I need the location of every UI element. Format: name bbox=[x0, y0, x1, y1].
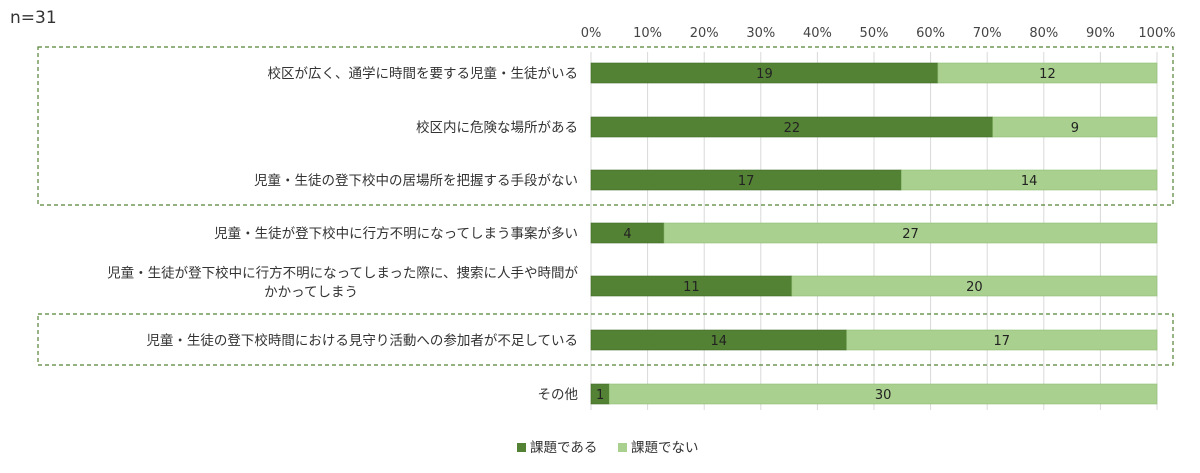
bar-segment bbox=[846, 329, 1158, 351]
bar-segment bbox=[608, 383, 1158, 405]
category-label: 児童・生徒の登下校中の居場所を把握する手段がない bbox=[254, 172, 578, 189]
legend-label: 課題でない bbox=[631, 440, 699, 456]
x-tick-label: 10% bbox=[633, 26, 662, 41]
category-label: 児童・生徒の登下校時間における見守り活動への参加者が不足している bbox=[146, 332, 578, 349]
category-label-line: かかってしまう bbox=[264, 285, 358, 301]
data-label: 27 bbox=[902, 227, 919, 242]
bar-segment bbox=[663, 222, 1158, 244]
highlight-box bbox=[37, 46, 1174, 206]
data-label: 4 bbox=[623, 227, 631, 242]
data-label: 9 bbox=[1071, 121, 1079, 136]
legend-swatch bbox=[517, 443, 526, 452]
category-label: 校区が広く、通学に時間を要する児童・生徒がいる bbox=[268, 65, 579, 82]
x-tick-label: 100% bbox=[1138, 26, 1175, 41]
sample-size-note: n=31 bbox=[10, 8, 57, 28]
legend-swatch bbox=[618, 443, 627, 452]
x-tick-label: 90% bbox=[1086, 26, 1115, 41]
x-tick-label: 20% bbox=[690, 26, 719, 41]
x-tick-label: 40% bbox=[803, 26, 832, 41]
x-tick-label: 80% bbox=[1029, 26, 1058, 41]
data-label: 1 bbox=[596, 388, 604, 403]
data-label: 20 bbox=[966, 280, 983, 295]
x-tick-label: 30% bbox=[746, 26, 775, 41]
category-label: 児童・生徒が登下校中に行方不明になってしまう事案が多い bbox=[214, 225, 578, 242]
x-tick-label: 70% bbox=[973, 26, 1002, 41]
data-label: 30 bbox=[875, 388, 892, 403]
x-tick-label: 0% bbox=[581, 26, 602, 41]
bar-segment bbox=[791, 275, 1158, 297]
bar-segment bbox=[901, 169, 1158, 191]
highlight-box bbox=[37, 313, 1174, 366]
bar-segment bbox=[992, 116, 1158, 138]
x-tick-label: 50% bbox=[860, 26, 889, 41]
data-label: 22 bbox=[784, 121, 801, 136]
data-label: 17 bbox=[994, 334, 1011, 349]
data-label: 11 bbox=[683, 280, 700, 295]
data-label: 12 bbox=[1039, 67, 1056, 82]
category-label: その他 bbox=[538, 387, 579, 403]
data-label: 17 bbox=[738, 174, 755, 189]
legend-label: 課題である bbox=[530, 440, 597, 456]
data-label: 19 bbox=[756, 67, 773, 82]
category-label: 児童・生徒が登下校中に行方不明になってしまった際に、捜索に人手や時間がかかってし… bbox=[107, 265, 578, 301]
category-label: 校区内に危険な場所がある bbox=[416, 119, 578, 136]
x-tick-label: 60% bbox=[916, 26, 945, 41]
bar-segment bbox=[937, 62, 1158, 84]
data-label: 14 bbox=[1021, 174, 1038, 189]
category-label-line: 児童・生徒が登下校中に行方不明になってしまった際に、捜索に人手や時間が bbox=[107, 265, 578, 282]
data-label: 14 bbox=[711, 334, 728, 349]
